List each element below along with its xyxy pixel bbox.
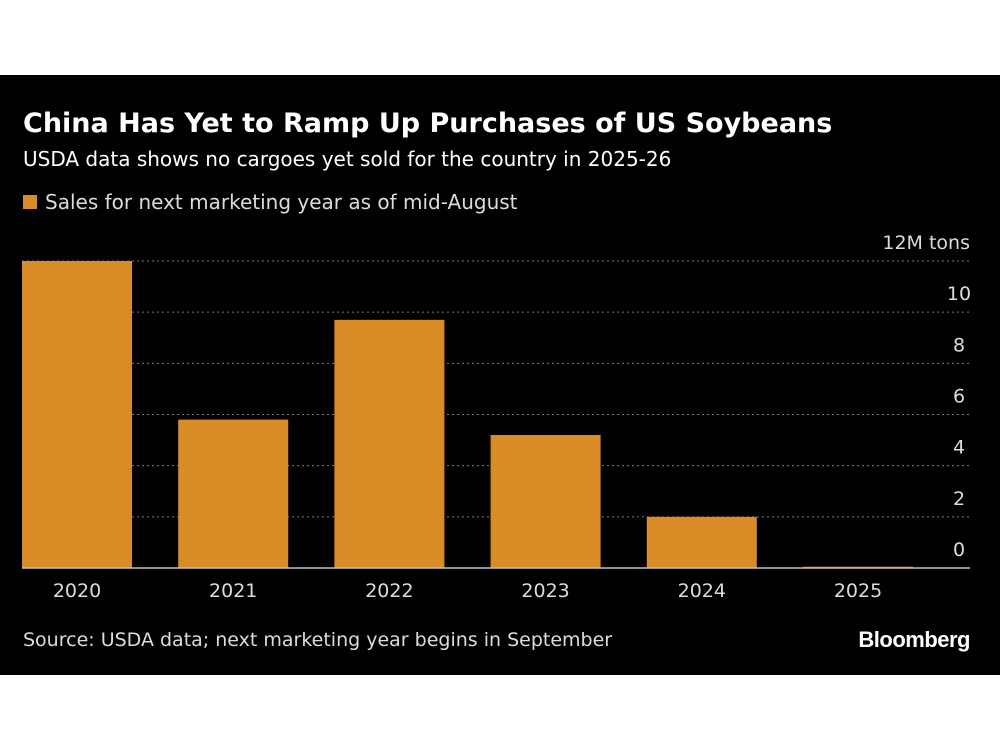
chart-card: China Has Yet to Ramp Up Purchases of US… — [0, 75, 1000, 675]
bar-2024 — [647, 517, 757, 568]
bar-2020 — [22, 261, 132, 568]
y-tick-label-10: 10 — [947, 283, 971, 305]
bar-2023 — [491, 435, 601, 568]
x-tick-label-2025: 2025 — [834, 580, 882, 602]
bloomberg-logo: Bloomberg — [858, 627, 970, 653]
x-tick-label-2022: 2022 — [365, 580, 413, 602]
x-tick-label-2021: 2021 — [209, 580, 257, 602]
x-tick-label-2023: 2023 — [521, 580, 569, 602]
bar-2021 — [178, 420, 288, 568]
source-note: Source: USDA data; next marketing year b… — [23, 629, 612, 651]
y-axis-unit-label: 12M tons — [882, 232, 970, 254]
y-tick-label-8: 8 — [953, 334, 965, 356]
y-tick-label-2: 2 — [953, 488, 965, 510]
x-tick-label-2020: 2020 — [53, 580, 101, 602]
bar-chart: 0 2 4 6 8 10 12M tons 2020 2021 2022 2023 2024 2025 — [0, 75, 1000, 675]
y-tick-label-0: 0 — [953, 539, 965, 561]
bar-2022 — [334, 320, 444, 568]
x-tick-label-2024: 2024 — [678, 580, 726, 602]
y-tick-label-6: 6 — [953, 386, 965, 408]
y-tick-label-4: 4 — [953, 437, 965, 459]
